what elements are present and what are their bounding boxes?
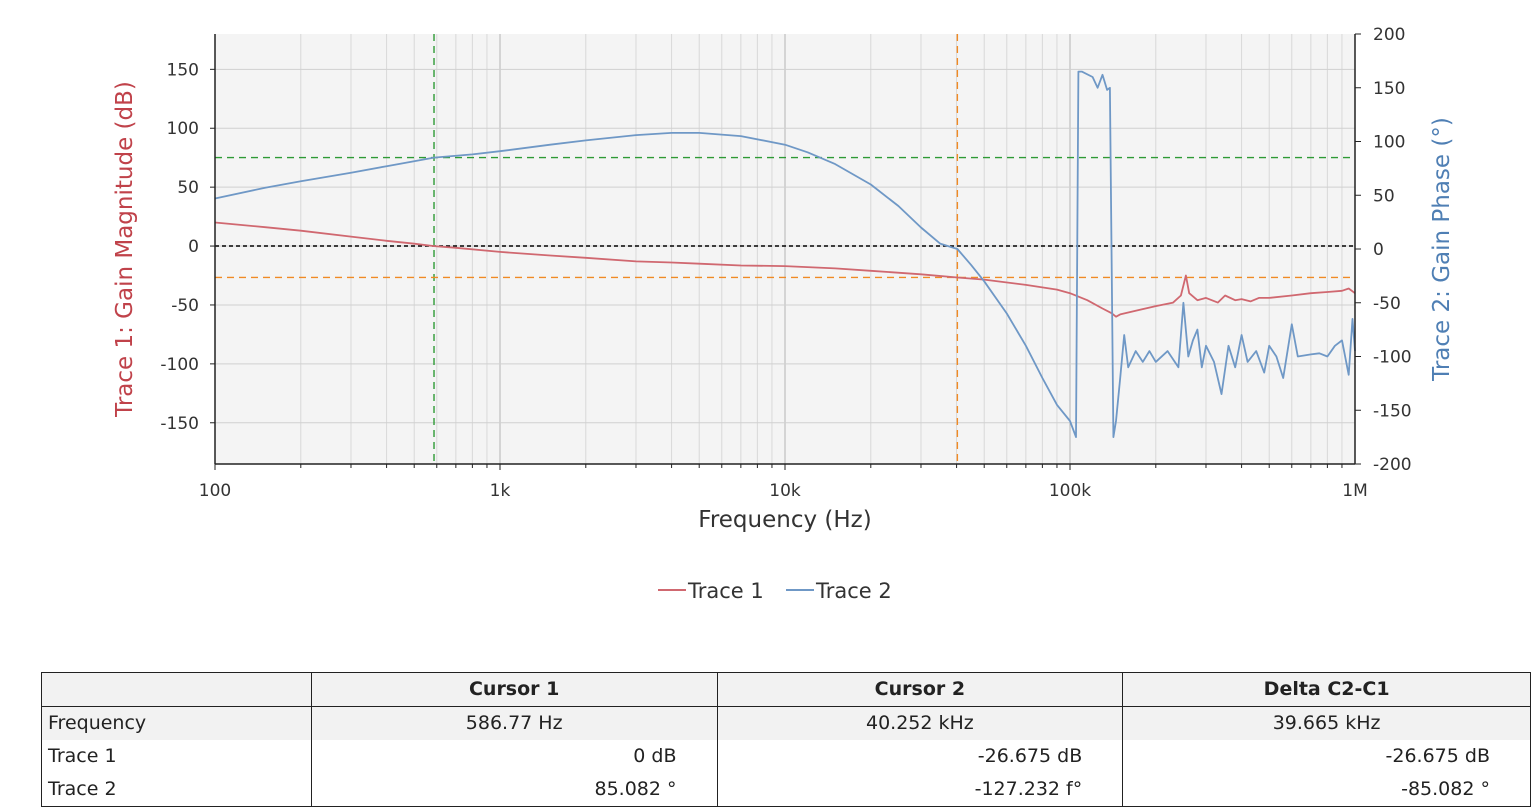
y-right-axis-title: Trace 2: Gain Phase (°) bbox=[1429, 117, 1455, 382]
x-tick-label: 10k bbox=[769, 481, 801, 501]
series-line-trace-2 bbox=[214, 70, 1356, 438]
y-left-axis-title: Trace 1: Gain Magnitude (dB) bbox=[112, 81, 138, 418]
cell-cursor-2: -127.232 f° bbox=[716, 773, 1124, 807]
row-label: Frequency bbox=[41, 706, 312, 740]
cell-cursor-1: 0 dB bbox=[310, 740, 718, 773]
header-blank bbox=[41, 672, 312, 707]
y-left-tick-label: -50 bbox=[171, 296, 199, 316]
table-row: Frequency 586.77 Hz 40.252 kHz 39.665 kH… bbox=[41, 706, 1531, 740]
y-left-tick-label: 0 bbox=[188, 237, 199, 257]
x-tick-labels: 100 1k 10k 100k 1M bbox=[199, 481, 1368, 501]
cursor-table-header: Cursor 1 Cursor 2 Delta C2-C1 bbox=[41, 672, 1531, 707]
y-left-tick-labels: 150 100 50 0 -50 -100 -150 bbox=[160, 60, 199, 433]
cell-cursor-1: 85.082 ° bbox=[310, 773, 718, 807]
y-right-tick-label: 50 bbox=[1373, 186, 1395, 206]
header-delta: Delta C2-C1 bbox=[1122, 672, 1531, 707]
row-label: Trace 2 bbox=[41, 773, 312, 807]
row-label: Trace 1 bbox=[41, 740, 312, 773]
table-row: Trace 1 0 dB -26.675 dB -26.675 dB bbox=[41, 740, 1531, 773]
y-left-tick-label: 50 bbox=[177, 178, 199, 198]
y-left-tick-label: 150 bbox=[167, 60, 199, 80]
cursor-lines bbox=[215, 34, 1355, 464]
cell-delta: -26.675 dB bbox=[1122, 740, 1531, 773]
x-tick-label: 1M bbox=[1342, 481, 1367, 501]
y-right-tick-label: -50 bbox=[1373, 294, 1401, 314]
x-tick-label: 100 bbox=[199, 481, 231, 501]
cell-delta: -85.082 ° bbox=[1122, 773, 1531, 807]
header-cursor-2: Cursor 2 bbox=[716, 672, 1124, 707]
cell-delta: 39.665 kHz bbox=[1122, 706, 1531, 740]
y-right-tick-label: 0 bbox=[1373, 240, 1384, 260]
y-right-tick-labels: 200 150 100 50 0 -50 -100 -150 -200 bbox=[1373, 25, 1412, 475]
y-right-tick-label: -100 bbox=[1373, 348, 1412, 368]
cursor-table: Cursor 1 Cursor 2 Delta C2-C1 Frequency … bbox=[41, 672, 1531, 807]
header-cursor-1: Cursor 1 bbox=[310, 672, 718, 707]
x-tick-label: 100k bbox=[1049, 481, 1091, 501]
y-right-tick-label: 150 bbox=[1373, 79, 1405, 99]
x-tick-label: 1k bbox=[490, 481, 511, 501]
series-line-trace-1 bbox=[214, 221, 1356, 318]
axes bbox=[210, 33, 1361, 470]
y-right-tick-label: 100 bbox=[1373, 133, 1405, 153]
cell-cursor-1: 586.77 Hz bbox=[310, 706, 718, 740]
bode-plot: 100 1k 10k 100k 1M 150 100 50 0 -50 -100 -150 200 1… bbox=[112, 25, 1455, 603]
series-lines bbox=[214, 70, 1356, 438]
y-right-tick-label: -150 bbox=[1373, 401, 1412, 421]
legend: Trace 1 Trace 2 bbox=[658, 579, 892, 603]
table-row: Trace 2 85.082 ° -127.232 f° -85.082 ° bbox=[41, 773, 1531, 807]
y-right-tick-label: -200 bbox=[1373, 455, 1412, 475]
legend-label-trace-1: Trace 1 bbox=[687, 579, 764, 603]
cell-cursor-2: -26.675 dB bbox=[716, 740, 1124, 773]
y-right-tick-label: 200 bbox=[1373, 25, 1405, 45]
y-left-tick-label: -150 bbox=[160, 414, 199, 434]
legend-label-trace-2: Trace 2 bbox=[815, 579, 892, 603]
y-left-tick-label: -100 bbox=[160, 355, 199, 375]
cell-cursor-2: 40.252 kHz bbox=[716, 706, 1124, 740]
y-left-tick-label: 100 bbox=[167, 119, 199, 139]
x-axis-title: Frequency (Hz) bbox=[698, 507, 871, 533]
